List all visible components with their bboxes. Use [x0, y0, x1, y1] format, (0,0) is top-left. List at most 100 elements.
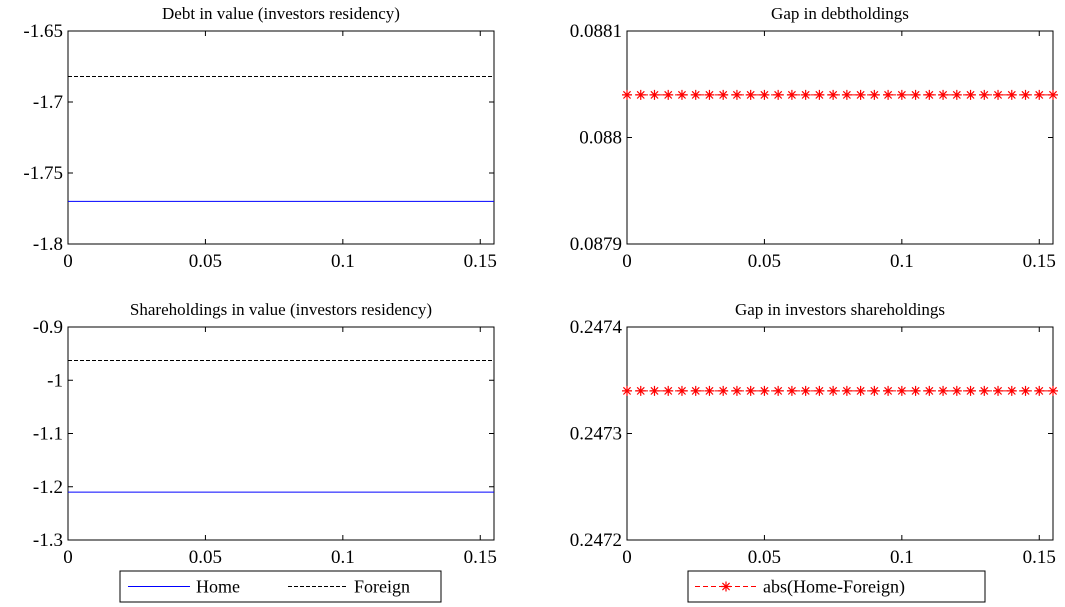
series-point [745, 385, 756, 396]
series-point [979, 89, 990, 100]
legend-marker-star [721, 581, 731, 592]
y-tick-label: -1 [47, 370, 63, 391]
series-point [759, 89, 770, 100]
plot-frame [626, 326, 1054, 541]
series-point [704, 89, 715, 100]
series-point [773, 385, 784, 396]
x-tick-label: 0.1 [331, 547, 355, 568]
y-tick-label: 0.2472 [570, 530, 622, 551]
series-point [1048, 385, 1058, 396]
series-point [869, 385, 880, 396]
legend-home-foreign: Home Foreign [119, 570, 442, 603]
series-point [938, 385, 949, 396]
subplot-2: Gap in debtholdings 0 0.05 0.1 0.15 0.0881 0.0… [570, 4, 1058, 272]
series-point [649, 89, 660, 100]
series-point [690, 89, 701, 100]
series-point [1048, 89, 1058, 100]
series-point [814, 385, 825, 396]
series-point [800, 89, 811, 100]
series-point [786, 89, 797, 100]
series-point [924, 385, 935, 396]
series-point [649, 385, 660, 396]
y-tick-label: -1.8 [33, 234, 63, 255]
series-point [635, 89, 646, 100]
subplot-title: Gap in debtholdings [771, 4, 909, 23]
series-point [883, 89, 894, 100]
series-point [745, 89, 756, 100]
series-point [718, 89, 729, 100]
x-tick-label: 0.15 [1023, 547, 1056, 568]
series-point [938, 89, 949, 100]
series-point [622, 89, 632, 100]
series-point [635, 385, 646, 396]
series-point [731, 385, 742, 396]
plot-frame [626, 30, 1054, 245]
x-tick-label: 0.1 [890, 547, 914, 568]
series-point [704, 385, 715, 396]
series-point [951, 385, 962, 396]
series-point [855, 89, 866, 100]
series-point [690, 385, 701, 396]
series-point [828, 89, 839, 100]
legend-label-foreign: Foreign [354, 577, 410, 597]
series-point [1020, 385, 1031, 396]
series-point [1020, 89, 1031, 100]
y-tick-label: 0.0881 [570, 21, 622, 42]
plot-frame [67, 326, 495, 541]
series-point [883, 385, 894, 396]
y-tick-label: -1.7 [33, 92, 63, 113]
series-point [663, 385, 674, 396]
subplot-1: Debt in value (investors residency) 0 0.05… [23, 4, 496, 272]
series-point [1006, 89, 1017, 100]
series-point [841, 385, 852, 396]
series-point [951, 89, 962, 100]
series-point [759, 385, 770, 396]
y-tick-label: -1.75 [23, 163, 63, 184]
series-point [896, 89, 907, 100]
x-tick-label: 0.05 [189, 547, 222, 568]
x-tick-label: 0.15 [1023, 251, 1056, 272]
x-tick-label: 0.1 [331, 251, 355, 272]
series-point [731, 89, 742, 100]
series-point [896, 385, 907, 396]
series-point [676, 385, 687, 396]
series-point [965, 89, 976, 100]
subplot-4: Gap in investors shareholdings 0 0.05 0.1 0.… [570, 300, 1058, 568]
subplot-title: Shareholdings in value (investors reside… [130, 300, 432, 319]
y-tick-label: 0.088 [579, 128, 622, 149]
series-point [814, 89, 825, 100]
x-tick-label: 0.15 [464, 251, 497, 272]
series-point [718, 385, 729, 396]
x-tick-label: 0.15 [464, 547, 497, 568]
y-tick-label: -1.2 [33, 477, 63, 498]
series-point [993, 385, 1004, 396]
subplot-3: Shareholdings in value (investors reside… [33, 300, 497, 568]
x-tick-label: 0 [63, 547, 73, 568]
series-point [1034, 385, 1045, 396]
legend-label-abs: abs(Home-Foreign) [763, 577, 905, 598]
y-tick-label: -1.3 [33, 530, 63, 551]
series-point [800, 385, 811, 396]
y-tick-label: -0.9 [33, 317, 63, 338]
series-point [993, 89, 1004, 100]
y-tick-label: 0.2473 [570, 424, 622, 445]
series-point [676, 89, 687, 100]
series-point [828, 385, 839, 396]
legend-abs-diff: abs(Home-Foreign) [687, 570, 986, 603]
series-point [786, 385, 797, 396]
series-point [979, 385, 990, 396]
x-tick-label: 0 [622, 547, 632, 568]
y-tick-label: 0.0879 [570, 234, 622, 255]
legend-label-home: Home [196, 577, 240, 597]
series-point [1006, 385, 1017, 396]
series-point [910, 385, 921, 396]
y-tick-label: -1.65 [23, 21, 63, 42]
series-point [1034, 89, 1045, 100]
series-point [622, 385, 632, 396]
series-point [855, 385, 866, 396]
subplot-title: Debt in value (investors residency) [162, 4, 400, 23]
y-tick-label: -1.1 [33, 424, 63, 445]
x-tick-label: 0 [622, 251, 632, 272]
series-point [910, 89, 921, 100]
